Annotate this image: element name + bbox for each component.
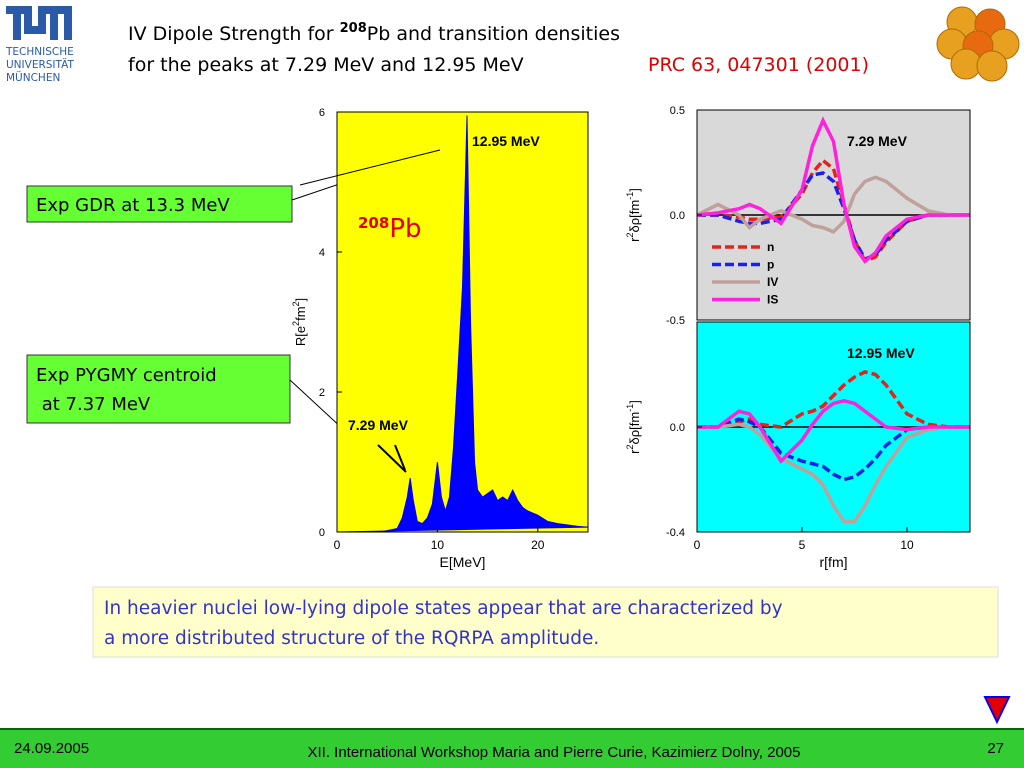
x-axis-label: r[fm] (820, 554, 848, 570)
callout-box (26, 185, 293, 223)
axis-label-part: -1 (625, 192, 635, 200)
x-tick-label: 10 (431, 538, 445, 552)
footer-event: XII. International Workshop Maria and Pi… (307, 744, 800, 761)
y-tick-label: 2 (319, 387, 325, 399)
axis-label-part: 2 (291, 301, 301, 306)
axis-label-part: r (627, 449, 642, 454)
x-tick-label: 10 (900, 538, 914, 552)
series-line (697, 370, 970, 429)
note-text: a more distributed structure of the RQRP… (104, 628, 599, 649)
reference: PRC 63, 047301 (2001) (648, 54, 869, 76)
plot-frame (336, 111, 589, 533)
axis-label-part: fm (293, 306, 308, 320)
x-tick-label: 20 (531, 538, 545, 552)
axis-label-part: 2 (625, 232, 635, 237)
footer-band (0, 729, 1024, 768)
y-tick-label: 0 (319, 527, 325, 539)
x-tick-label: 5 (799, 538, 806, 552)
series-line (697, 422, 970, 524)
arrow (299, 149, 441, 186)
series-line (696, 175, 970, 234)
callout-text: at 7.37 MeV (36, 394, 151, 415)
legend-label: n (767, 240, 774, 254)
axis-label-part: δρ[fm (627, 412, 642, 445)
y-tick-label: -0.4 (666, 527, 685, 539)
logo-mark (6, 6, 72, 40)
footer-date: 24.09.2005 (14, 740, 89, 757)
note-box (92, 586, 999, 658)
nucleus-label: 208Pb (358, 214, 422, 244)
axis-label: r2δρ[fm-1] (625, 188, 642, 242)
footer-page: 27 (987, 740, 1004, 757)
x-tick-label: 0 (334, 538, 341, 552)
axis-label-part: 2 (625, 444, 635, 449)
logo-text: UNIVERSITÄT (6, 58, 74, 71)
logo-text: MÜNCHEN (6, 71, 60, 84)
series-line (696, 116, 970, 264)
x-axis-label: E[MeV] (440, 554, 486, 570)
nucleus-label-part: Pb (389, 214, 421, 244)
title: for the peaks at 7.29 MeV and 12.95 MeV (128, 54, 524, 76)
series-line (697, 398, 970, 464)
y-tick-label: -0.5 (666, 315, 685, 327)
callout-box (26, 354, 291, 424)
nucleus-icon (936, 6, 1020, 82)
axis-label: r2δρ[fm-1] (625, 400, 642, 454)
annotation: 7.29 MeV (348, 417, 409, 433)
axis-label-part: -1 (625, 404, 635, 412)
title: IV Dipole Strength for 208Pb and transit… (128, 21, 620, 45)
axis-label-part: r (627, 237, 642, 242)
y-tick-label: 0.5 (670, 105, 685, 117)
axis-label-part: δρ[fm (627, 200, 642, 233)
y-tick-label: 4 (319, 247, 325, 259)
axis-label: R[e2fm2] (291, 298, 308, 346)
note-text: In heavier nuclei low-lying dipole state… (104, 598, 783, 619)
nav-button[interactable] (983, 696, 1011, 725)
axis-label-part: ] (293, 298, 308, 302)
arrow (377, 444, 407, 473)
axis-label-part: R[e (293, 326, 308, 346)
nucleus-label-part: 208 (358, 214, 389, 232)
panel-title: 7.29 MeV (847, 133, 908, 149)
logo-text: TECHNISCHE (5, 46, 74, 58)
arrow (394, 444, 406, 471)
callout-text: Exp GDR at 13.3 MeV (36, 195, 230, 216)
annotation: 12.95 MeV (472, 133, 540, 149)
legend-label: IS (767, 293, 778, 307)
axis-label-part: ] (627, 400, 642, 404)
y-tick-label: 0.0 (670, 422, 685, 434)
legend-label: IV (767, 275, 778, 289)
x-tick-label: 0 (694, 538, 701, 552)
y-tick-label: 0.0 (670, 210, 685, 222)
y-tick-label: 6 (319, 107, 325, 119)
axis-label-part: 2 (291, 321, 301, 326)
spectrum-area (336, 115, 589, 533)
callout-text: Exp PYGMY centroid (36, 365, 217, 386)
axis-label-part: ] (627, 188, 642, 192)
panel-title: 12.95 MeV (847, 345, 915, 361)
legend-label: p (767, 258, 774, 272)
